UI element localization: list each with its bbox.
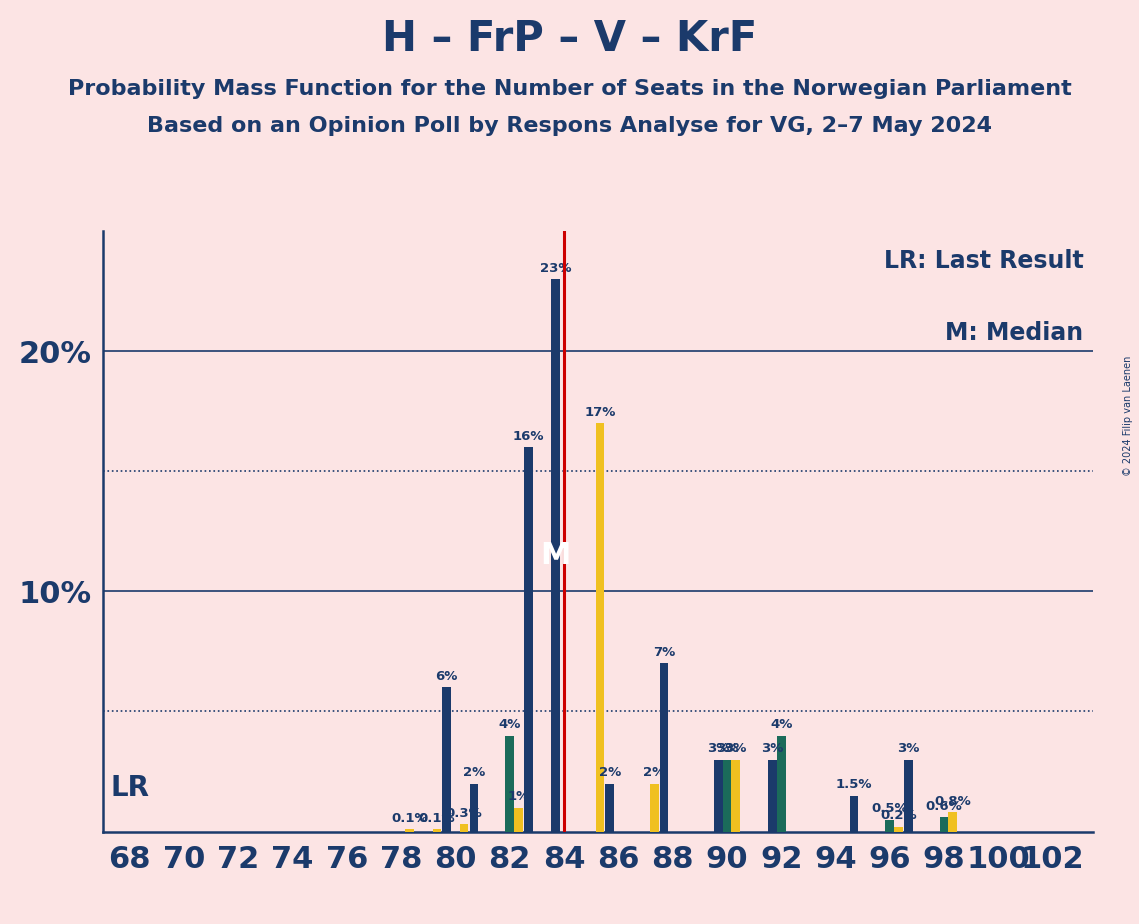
Bar (850, 796, 859, 832)
Text: 0.3%: 0.3% (445, 807, 483, 821)
Bar (469, 784, 478, 832)
Bar (405, 829, 415, 832)
Text: 0.8%: 0.8% (934, 795, 972, 808)
Text: 1.5%: 1.5% (836, 778, 872, 791)
Bar (940, 817, 949, 832)
Bar (460, 824, 468, 832)
Text: 6%: 6% (435, 670, 458, 683)
Text: 0.1%: 0.1% (419, 812, 456, 825)
Text: 3%: 3% (761, 742, 784, 755)
Text: 3%: 3% (898, 742, 919, 755)
Bar (596, 423, 604, 832)
Text: 0.6%: 0.6% (926, 800, 962, 813)
Bar (768, 760, 777, 832)
Text: 2%: 2% (598, 766, 621, 779)
Bar (433, 829, 441, 832)
Text: 0.2%: 0.2% (880, 809, 917, 822)
Bar (949, 812, 957, 832)
Text: 7%: 7% (653, 646, 675, 659)
Bar (551, 279, 559, 832)
Text: 4%: 4% (770, 718, 793, 731)
Text: 3%: 3% (715, 742, 738, 755)
Text: 2%: 2% (644, 766, 665, 779)
Bar (904, 760, 912, 832)
Text: LR: LR (110, 774, 149, 802)
Text: 17%: 17% (584, 406, 615, 419)
Text: 1%: 1% (507, 790, 530, 803)
Bar (894, 827, 903, 832)
Text: Based on an Opinion Poll by Respons Analyse for VG, 2–7 May 2024: Based on an Opinion Poll by Respons Anal… (147, 116, 992, 136)
Text: 2%: 2% (462, 766, 485, 779)
Bar (506, 736, 514, 832)
Text: LR: Last Result: LR: Last Result (884, 249, 1083, 273)
Bar (650, 784, 658, 832)
Text: Probability Mass Function for the Number of Seats in the Norwegian Parliament: Probability Mass Function for the Number… (67, 79, 1072, 99)
Bar (777, 736, 786, 832)
Text: © 2024 Filip van Laenen: © 2024 Filip van Laenen (1123, 356, 1133, 476)
Bar (659, 663, 669, 832)
Bar (731, 760, 740, 832)
Bar (524, 447, 533, 832)
Text: 23%: 23% (540, 261, 571, 274)
Text: 3%: 3% (724, 742, 747, 755)
Text: 0.1%: 0.1% (392, 812, 428, 825)
Bar (714, 760, 722, 832)
Text: 16%: 16% (513, 430, 544, 443)
Text: 4%: 4% (499, 718, 521, 731)
Text: M: Median: M: Median (945, 322, 1083, 345)
Bar (442, 687, 451, 832)
Text: M: M (540, 541, 571, 570)
Bar (722, 760, 731, 832)
Bar (514, 808, 523, 832)
Bar (605, 784, 614, 832)
Text: 0.5%: 0.5% (871, 802, 908, 815)
Bar (885, 820, 894, 832)
Text: 3%: 3% (707, 742, 729, 755)
Text: H – FrP – V – KrF: H – FrP – V – KrF (382, 18, 757, 60)
